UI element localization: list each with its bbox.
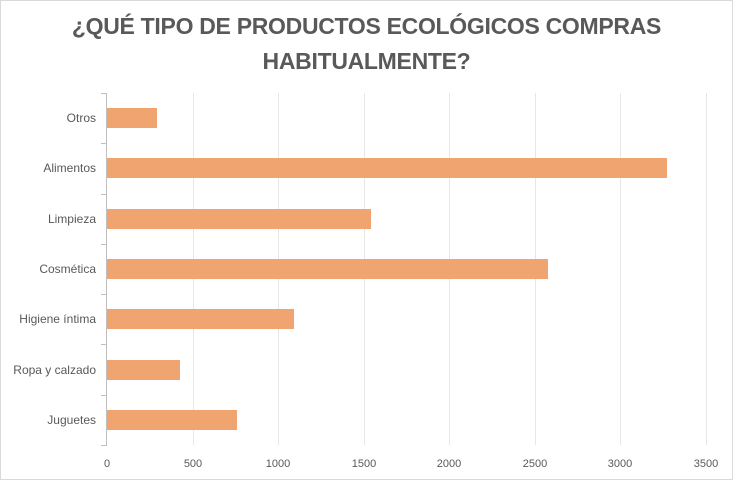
bar: [107, 209, 371, 229]
y-tick-mark: [101, 344, 107, 345]
x-tick-label: 3000: [607, 458, 633, 470]
y-tick-mark: [101, 244, 107, 245]
bar: [107, 410, 237, 430]
category-label: Alimentos: [43, 161, 96, 175]
gridline: [706, 93, 707, 445]
bar: [107, 360, 180, 380]
bar: [107, 158, 667, 178]
x-tick-label: 1500: [351, 458, 377, 470]
category-label: Limpieza: [47, 212, 96, 226]
bar: [107, 259, 548, 279]
x-tick-label: 2500: [522, 458, 548, 470]
chart-title-line-1: ¿QUÉ TIPO DE PRODUCTOS ECOLÓGICOS COMPRA…: [71, 13, 662, 39]
x-tick-label: 2000: [436, 458, 462, 470]
chart-title-line-2: HABITUALMENTE?: [262, 48, 471, 74]
x-tick-label: 0: [103, 458, 111, 470]
category-label: Juguetes: [47, 413, 96, 427]
x-tick-label: 500: [183, 458, 203, 470]
x-tick-label: 3500: [693, 458, 719, 470]
y-axis-line: [106, 93, 107, 445]
gridline: [620, 93, 621, 445]
y-tick-mark: [101, 395, 107, 396]
category-label: Cosmética: [39, 262, 96, 276]
bar: [107, 108, 157, 128]
x-tick-label: 1000: [265, 458, 291, 470]
category-label: Ropa y calzado: [13, 363, 96, 377]
chart-title: ¿QUÉ TIPO DE PRODUCTOS ECOLÓGICOS COMPRA…: [1, 9, 732, 79]
y-tick-mark: [101, 93, 107, 94]
category-label: Higiene íntima: [19, 312, 96, 326]
category-label: Otros: [66, 111, 96, 125]
y-tick-mark: [101, 143, 107, 144]
y-tick-mark: [101, 194, 107, 195]
bar: [107, 309, 294, 329]
y-tick-mark: [101, 294, 107, 295]
y-tick-mark: [101, 445, 107, 446]
